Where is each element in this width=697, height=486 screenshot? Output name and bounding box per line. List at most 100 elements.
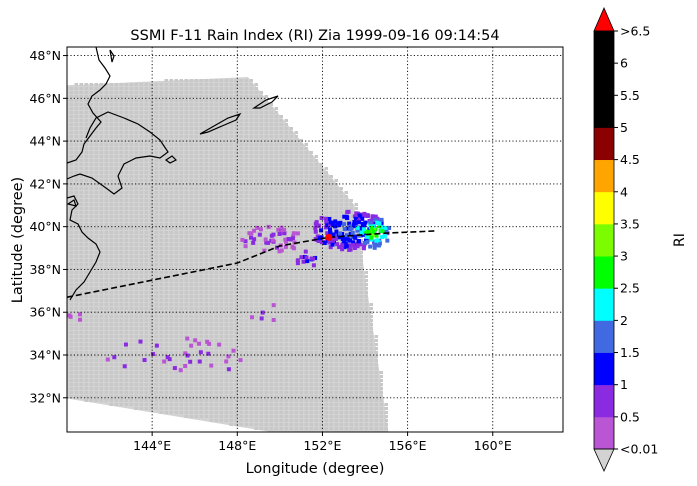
swath-dot [74, 211, 78, 214]
swath-dot [159, 187, 163, 190]
swath-dot [344, 251, 348, 254]
swath-dot [124, 219, 128, 222]
swath-dot [249, 419, 253, 422]
swath-dot [154, 407, 158, 410]
swath-dot [174, 83, 178, 86]
swath-dot [114, 143, 118, 146]
swath-dot [129, 203, 133, 206]
swath-dot [274, 371, 278, 374]
swath-dot [189, 183, 193, 186]
swath-dot [254, 111, 258, 114]
swath-dot [279, 223, 283, 226]
swath-dot [69, 319, 73, 322]
swath-dot [144, 319, 148, 322]
swath-dot [259, 199, 263, 202]
swath-dot [309, 179, 313, 182]
swath-dot [284, 171, 288, 174]
swath-dot [194, 307, 198, 310]
swath-dot [279, 399, 283, 402]
swath-dot [169, 127, 173, 130]
swath-dot [279, 275, 283, 278]
swath-dot [154, 315, 158, 318]
swath-dot [194, 351, 198, 354]
swath-dot [304, 195, 308, 198]
swath-dot [149, 383, 153, 386]
swath-dot [269, 211, 273, 214]
swath-dot [309, 219, 313, 222]
swath-dot [294, 363, 298, 366]
swath-dot [189, 339, 193, 342]
swath-dot [199, 195, 203, 198]
swath-dot [119, 399, 123, 402]
swath-dot [94, 215, 98, 218]
swath-dot [219, 151, 223, 154]
swath-dot [299, 183, 303, 186]
swath-dot [74, 175, 78, 178]
swath-dot [279, 363, 283, 366]
swath-dot [79, 247, 83, 250]
swath-dot [224, 379, 228, 382]
swath-dot [359, 327, 363, 330]
swath-dot [164, 319, 168, 322]
swath-dot [324, 271, 328, 274]
swath-dot [189, 335, 193, 338]
swath-dot [194, 215, 198, 218]
swath-dot [69, 395, 73, 398]
swath-dot [104, 271, 108, 274]
swath-dot [194, 147, 198, 150]
swath-dot [369, 395, 373, 398]
swath-dot [204, 259, 208, 262]
swath-dot [199, 151, 203, 154]
swath-dot [204, 95, 208, 98]
swath-dot [179, 87, 183, 90]
swath-dot [79, 183, 83, 186]
swath-dot [309, 411, 313, 414]
rain-pixel [334, 236, 339, 241]
swath-dot [89, 227, 93, 230]
swath-dot [129, 291, 133, 294]
swath-dot [194, 235, 198, 238]
swath-dot [234, 271, 238, 274]
swath-dot [219, 391, 223, 394]
swath-dot [369, 371, 373, 374]
swath-dot [339, 347, 343, 350]
swath-dot [74, 219, 78, 222]
swath-dot [89, 243, 93, 246]
swath-dot [284, 215, 288, 218]
swath-dot [229, 107, 233, 110]
swath-dot [114, 127, 118, 130]
swath-dot [344, 335, 348, 338]
swath-dot [284, 255, 288, 258]
swath-dot [344, 267, 348, 270]
swath-dot [119, 179, 123, 182]
swath-dot [179, 387, 183, 390]
swath-dot [89, 155, 93, 158]
swath-dot [319, 371, 323, 374]
swath-dot [114, 99, 118, 102]
swath-dot [259, 291, 263, 294]
swath-dot [99, 331, 103, 334]
swath-dot [109, 87, 113, 90]
swath-dot [249, 323, 253, 326]
swath-dot [149, 195, 153, 198]
swath-dot [109, 171, 113, 174]
swath-dot [94, 151, 98, 154]
swath-dot [284, 207, 288, 210]
swath-dot [99, 379, 103, 382]
swath-dot [114, 95, 118, 98]
swath-dot [144, 343, 148, 346]
swath-dot [194, 207, 198, 210]
swath-dot [224, 295, 228, 298]
swath-dot [299, 359, 303, 362]
swath-dot [149, 203, 153, 206]
swath-dot [219, 263, 223, 266]
swath-dot [274, 223, 278, 226]
swath-dot [114, 359, 118, 362]
swath-dot [204, 123, 208, 126]
swath-dot [239, 295, 243, 298]
swath-dot [319, 207, 323, 210]
swath-dot [334, 235, 338, 238]
swath-dot [209, 147, 213, 150]
swath-dot [319, 191, 323, 194]
swath-dot [119, 171, 123, 174]
